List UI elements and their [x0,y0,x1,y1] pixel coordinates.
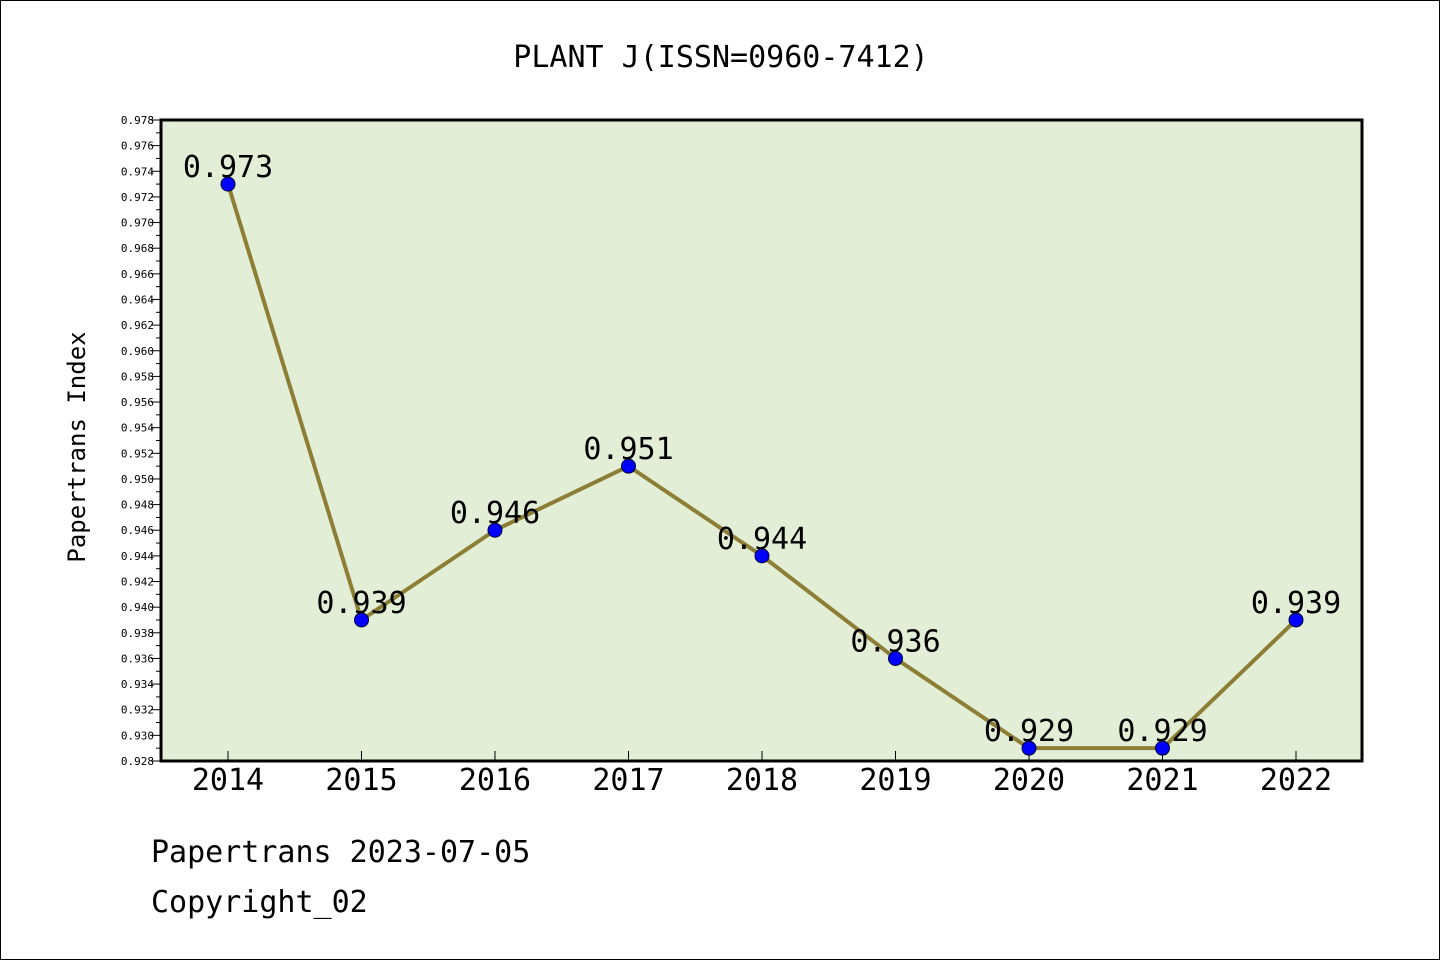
y-tick-label: 0.960 [121,345,154,358]
y-tick-label: 0.938 [121,627,154,640]
y-tick-label: 0.930 [121,729,154,742]
data-point [888,650,903,666]
plot-area [161,120,1362,761]
y-axis-label: Papertrans Index [63,331,91,562]
data-label: 0.929 [1117,714,1207,749]
x-tick-label: 2015 [325,763,397,798]
y-tick-label: 0.968 [121,242,154,255]
y-tick-label: 0.962 [121,319,154,332]
data-points [220,176,1304,756]
y-tick-label: 0.928 [121,755,154,768]
y-tick-label: 0.966 [121,268,154,281]
data-point [621,458,636,474]
data-point [354,612,369,628]
x-axis-ticks: 2014 2015 2016 2017 2018 2019 2020 2021 2022 [192,751,1332,798]
y-tick-label: 0.950 [121,473,154,486]
data-label: 0.973 [183,150,273,185]
footer-date: Papertrans 2023-07-05 [151,835,531,870]
y-tick-label: 0.974 [121,165,154,178]
data-label: 0.936 [850,624,940,659]
data-point [1155,740,1170,756]
x-tick-label: 2019 [859,763,931,798]
x-tick-label: 2014 [192,763,264,798]
data-point [1021,740,1037,756]
data-label: 0.946 [450,496,540,531]
y-tick-label: 0.948 [121,499,154,512]
x-tick-label: 2022 [1260,763,1332,798]
y-tick-label: 0.954 [121,422,154,435]
y-tick-label: 0.940 [121,601,154,614]
y-tick-label: 0.964 [121,293,154,306]
y-tick-label: 0.946 [121,524,154,537]
data-label: 0.939 [316,586,406,621]
y-tick-label: 0.972 [121,191,154,204]
footer-copyright: Copyright_02 [151,885,368,920]
data-label: 0.939 [1251,586,1341,621]
data-label: 0.951 [583,432,673,467]
chart-title: PLANT J(ISSN=0960-7412) [513,40,928,75]
y-tick-label: 0.932 [121,704,154,717]
x-tick-label: 2018 [726,763,798,798]
y-tick-label: 0.956 [121,396,154,409]
y-tick-label: 0.934 [121,678,154,691]
y-tick-label: 0.942 [121,576,154,589]
y-tick-label: 0.978 [121,114,154,127]
data-labels: 0.973 0.939 0.946 0.951 0.944 0.936 0.929 0.929… [183,150,1341,749]
x-tick-label: 2021 [1126,763,1198,798]
y-axis-ticks: 0.928 0.930 0.932 0.934 0.936 0.938 0.940 0.942… [121,114,161,768]
y-tick-label: 0.944 [121,550,154,563]
x-tick-label: 2020 [993,763,1065,798]
y-tick-label: 0.958 [121,370,154,383]
y-tick-label: 0.952 [121,447,154,460]
y-tick-label: 0.976 [121,140,154,153]
y-tick-label: 0.970 [121,217,154,230]
data-point [487,522,503,538]
y-tick-label: 0.936 [121,652,154,665]
data-point [220,176,236,192]
plot-border [159,118,1364,763]
data-point [754,548,770,564]
data-label: 0.944 [717,522,807,557]
x-tick-label: 2017 [592,763,664,798]
data-label: 0.929 [984,714,1074,749]
x-tick-label: 2016 [459,763,531,798]
data-point [1288,612,1304,628]
